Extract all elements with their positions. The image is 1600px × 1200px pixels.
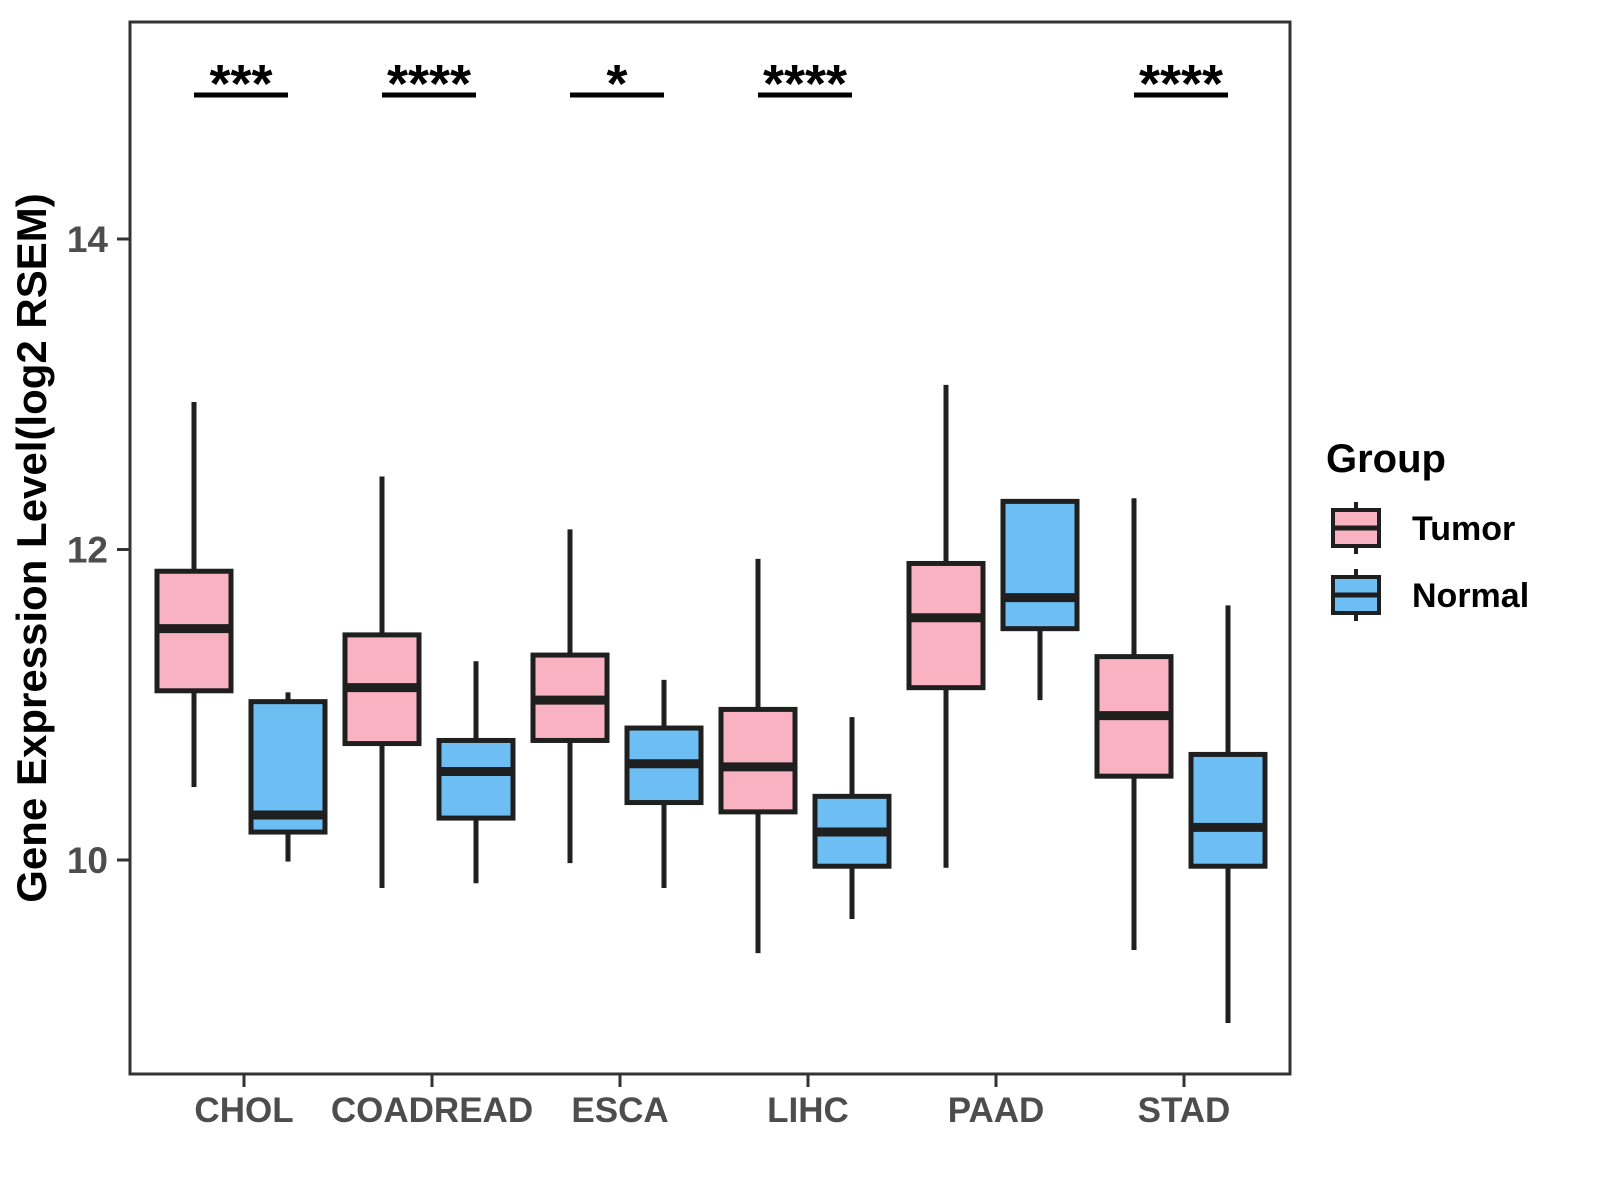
legend-label-tumor: Tumor xyxy=(1412,510,1515,548)
y-tick-label-12: 12 xyxy=(67,530,108,571)
x-tick-label-STAD: STAD xyxy=(1138,1091,1231,1130)
box-normal-COADREAD xyxy=(436,661,516,884)
x-tick-label-ESCA: ESCA xyxy=(571,1091,668,1130)
x-tick-label-LIHC: LIHC xyxy=(767,1091,849,1130)
iqr-box xyxy=(248,699,328,835)
legend-key-normal xyxy=(1331,569,1381,621)
x-tick-label-PAAD: PAAD xyxy=(948,1091,1045,1130)
box-tumor-LIHC xyxy=(718,558,798,954)
significance-label-CHOL: *** xyxy=(209,54,272,114)
box-normal-LIHC xyxy=(812,717,892,919)
iqr-box xyxy=(718,706,798,815)
y-axis-title: Gene Expression Level(log2 RSEM) xyxy=(8,193,55,903)
y-tick-label-14: 14 xyxy=(67,219,109,260)
iqr-box xyxy=(436,737,516,821)
box-tumor-STAD xyxy=(1094,498,1174,951)
box-tumor-CHOL xyxy=(154,402,234,788)
x-tick-label-CHOL: CHOL xyxy=(194,1091,293,1130)
iqr-box xyxy=(1000,498,1080,632)
legend-title: Group xyxy=(1326,437,1446,481)
significance-label-ESCA: * xyxy=(606,54,627,114)
significance-label-COADREAD: **** xyxy=(387,54,471,114)
box-tumor-ESCA xyxy=(530,529,610,864)
iqr-box xyxy=(1188,751,1268,869)
significance-label-STAD: **** xyxy=(1139,54,1223,114)
x-tick-label-COADREAD: COADREAD xyxy=(331,1091,533,1130)
box-normal-CHOL xyxy=(248,692,328,862)
y-tick-label-10: 10 xyxy=(67,840,108,881)
box-tumor-PAAD xyxy=(906,384,986,868)
box-normal-PAAD xyxy=(1000,498,1080,701)
legend-label-normal: Normal xyxy=(1412,577,1529,615)
box-normal-STAD xyxy=(1188,605,1268,1024)
box-tumor-COADREAD xyxy=(342,476,422,888)
legend-key-tumor xyxy=(1331,502,1381,554)
box-normal-ESCA xyxy=(624,679,704,888)
significance-label-LIHC: **** xyxy=(763,54,847,114)
iqr-box xyxy=(906,560,986,691)
